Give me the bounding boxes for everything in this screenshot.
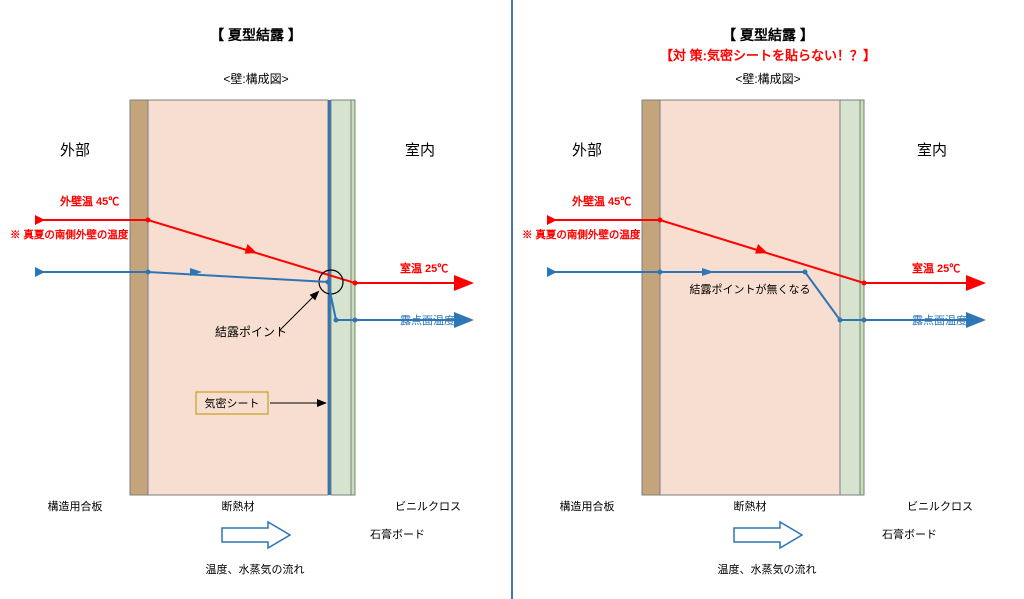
vinyl-label: ビニルクロス — [907, 500, 973, 513]
left-diagram: 外部 室内外壁温 45℃ ※ 真夏の南側外壁の温度室温 25℃ 結露ポイント気密シート… — [0, 0, 512, 599]
dew-point-label: 結露ポイント — [215, 325, 287, 339]
dew-start-arrow — [547, 267, 557, 277]
ext-temp-label: 外壁温 45℃ — [59, 194, 119, 208]
plywood-label: 構造用合板 — [560, 499, 615, 513]
flow-label: 温度、水蒸気の流れ — [206, 562, 305, 576]
temp-start-arrow — [35, 215, 45, 225]
gypsum-label: 石膏ボード — [370, 527, 425, 541]
insulation-label: 断熱材 — [222, 499, 255, 513]
vinyl-cross-layer — [860, 100, 864, 495]
insulation-label: 断熱材 — [734, 499, 767, 513]
plywood-label: 構造用合板 — [48, 499, 103, 513]
panel-divider — [511, 0, 513, 599]
vinyl-cross-layer — [351, 100, 355, 495]
plywood-layer — [642, 100, 660, 495]
right-panel: 【 夏型結露 】 【対 策:気密シートを貼らない！？】 <壁:構成図> 外部室内… — [512, 0, 1024, 599]
gypsum-label: 石膏ボード — [882, 527, 937, 541]
ext-note-label: ※ 真夏の南側外壁の温度 — [10, 228, 129, 241]
flow-label: 温度、水蒸気の流れ — [718, 562, 817, 576]
ext-temp-label: 外壁温 45℃ — [571, 194, 631, 208]
outside-label: 外部 — [60, 142, 90, 159]
right-diagram: 外部 室内外壁温 45℃ ※ 真夏の南側外壁の温度室温 25℃ 結露ポイントが無くなる… — [512, 0, 1024, 599]
gypsum-layer — [331, 100, 351, 495]
inside-label: 室内 — [405, 142, 435, 159]
ext-note-label: ※ 真夏の南側外壁の温度 — [522, 228, 641, 241]
outside-label: 外部 — [572, 142, 602, 159]
flow-arrow-icon — [734, 522, 802, 548]
insulation-layer — [148, 100, 328, 495]
room-temp-label: 室温 25℃ — [400, 261, 448, 275]
left-panel: 【 夏型結露 】 <壁:構成図> 外部室内外壁温 45℃※ 真夏の南側外壁の温度… — [0, 0, 512, 599]
inside-label: 室内 — [917, 142, 947, 159]
insulation-layer — [660, 100, 840, 495]
center-text: 結露ポイントが無くなる — [690, 282, 811, 296]
gypsum-layer — [840, 100, 860, 495]
sheet-label: 気密シート — [205, 396, 260, 410]
plywood-layer — [130, 100, 148, 495]
room-temp-label: 室温 25℃ — [912, 261, 960, 275]
vinyl-label: ビニルクロス — [395, 500, 461, 513]
flow-arrow-icon — [222, 522, 290, 548]
dew-start-arrow — [35, 267, 45, 277]
temp-start-arrow — [547, 215, 557, 225]
